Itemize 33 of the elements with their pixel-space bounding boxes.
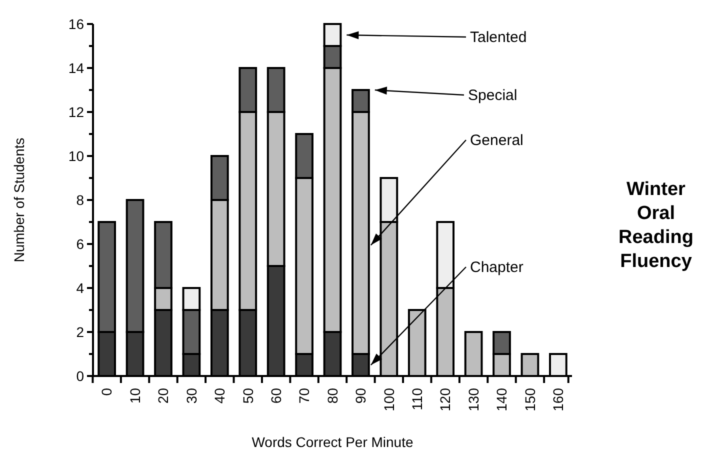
y-tick-label: 12 xyxy=(68,104,84,120)
x-tick-label: 30 xyxy=(183,388,200,404)
text: Talented xyxy=(470,29,527,46)
x-tick-label: 160 xyxy=(550,388,566,412)
y-tick-label: 6 xyxy=(76,236,84,252)
y-tick-label: 10 xyxy=(68,148,84,164)
x-tick-label: 90 xyxy=(352,388,369,404)
x-tick-label: 0 xyxy=(98,388,115,396)
x-tick-label: 100 xyxy=(380,388,397,412)
y-tick-label: 4 xyxy=(76,280,84,296)
x-tick-label: 10 xyxy=(126,388,143,404)
text: Special xyxy=(468,87,518,104)
text: Chapter xyxy=(470,259,524,276)
y-tick-label: 0 xyxy=(76,368,84,384)
x-tick-label: 60 xyxy=(268,388,284,404)
x-tick-label: 140 xyxy=(494,388,510,412)
x-tick-label: 40 xyxy=(212,388,228,404)
x-tick-label: 20 xyxy=(155,388,172,404)
text: General xyxy=(470,132,524,149)
x-tick-label: 50 xyxy=(240,388,256,404)
x-tick-label: 120 xyxy=(437,388,454,412)
x-axis-title: Words Correct Per Minute xyxy=(252,434,414,450)
x-tick-label: 150 xyxy=(522,388,538,412)
y-tick-label: 16 xyxy=(68,16,84,32)
y-tick-label: 14 xyxy=(68,60,84,76)
x-tick-label: 80 xyxy=(324,388,340,404)
text: Winter Oral Reading Fluency xyxy=(618,179,694,272)
x-tick-label: 110 xyxy=(409,388,426,410)
y-axis-title: Number of Students xyxy=(11,138,27,262)
x-tick-label: 130 xyxy=(465,388,482,412)
y-tick-label: 8 xyxy=(76,192,84,208)
x-tick-label: 70 xyxy=(296,388,312,404)
y-tick-label: 2 xyxy=(76,324,84,340)
